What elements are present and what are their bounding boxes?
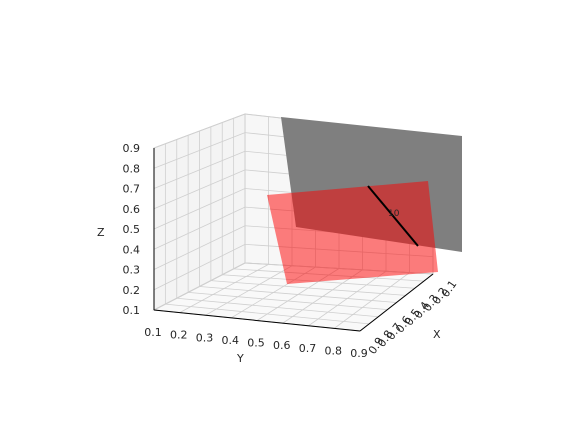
z-tick-label: 0.9 <box>123 142 141 155</box>
z-tick-label: 0.1 <box>123 304 141 317</box>
z-tick-label: 0.5 <box>123 223 141 236</box>
intersection-label: 10 <box>388 209 400 219</box>
z-tick-label: 0.3 <box>123 264 141 277</box>
y-tick-label: 0.7 <box>299 342 317 355</box>
y-axis-label: Y <box>236 352 244 365</box>
y-tick-label: 0.3 <box>196 331 214 344</box>
z-tick-label: 0.6 <box>123 203 141 216</box>
z-tick-label: 0.4 <box>123 243 141 256</box>
x-axis-label: X <box>433 328 441 341</box>
z-tick-label: 0.2 <box>123 284 141 297</box>
y-tick-label: 0.5 <box>247 337 265 350</box>
z-axis-label: Z <box>97 226 105 239</box>
y-tick-label: 0.8 <box>325 344 343 357</box>
series-red-plane <box>267 181 438 284</box>
y-tick-label: 0.1 <box>144 326 162 339</box>
y-tick-label: 0.4 <box>222 334 240 347</box>
z-tick-label: 0.8 <box>123 162 141 175</box>
z-tick-label: 0.7 <box>123 183 141 196</box>
y-tick-label: 0.6 <box>273 339 291 352</box>
y-tick-label: 0.2 <box>170 329 188 342</box>
